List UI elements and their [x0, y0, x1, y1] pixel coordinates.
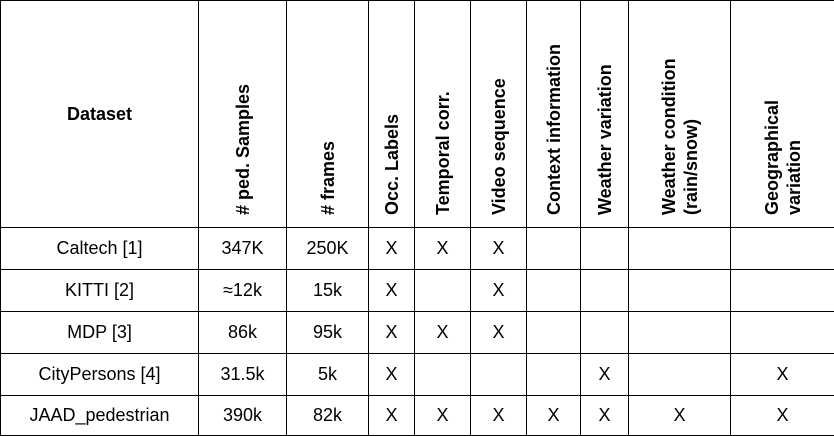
cell-occ-labels: X [368, 353, 415, 396]
cell-temporal-corr [414, 353, 471, 396]
cell-context-information [526, 269, 581, 312]
table-row: KITTI [2] ≈12k 15k X X [0, 269, 834, 312]
cell-ped-samples: 390k [198, 395, 287, 436]
cell-weather-variation [580, 269, 629, 312]
header-geographical-variation: Geographical variation [730, 0, 834, 228]
cell-dataset: Caltech [1] [0, 227, 199, 270]
cell-ped-samples: ≈12k [198, 269, 287, 312]
cell-weather-condition [628, 311, 731, 354]
cell-frames: 95k [286, 311, 369, 354]
cell-weather-condition [628, 269, 731, 312]
cell-weather-condition [628, 353, 731, 396]
header-context-information: Context information [526, 0, 581, 228]
header-frames: # frames [286, 0, 369, 228]
header-dataset: Dataset [0, 0, 199, 228]
header-row: Dataset # ped. Samples # frames Occ. Lab… [0, 0, 834, 228]
cell-frames: 5k [286, 353, 369, 396]
cell-frames: 82k [286, 395, 369, 436]
cell-video-sequence: X [470, 395, 527, 436]
cell-temporal-corr [414, 269, 471, 312]
header-weather-condition-line2: (rain/snow) [680, 118, 701, 215]
cell-geographical-variation: X [730, 353, 834, 396]
cell-dataset: KITTI [2] [0, 269, 199, 312]
cell-context-information [526, 353, 581, 396]
header-weather-condition-line1: Weather condition [658, 58, 679, 215]
header-geographical-line1: Geographical [761, 99, 782, 215]
cell-weather-variation [580, 227, 629, 270]
table-row: MDP [3] 86k 95k X X X [0, 311, 834, 354]
cell-context-information [526, 311, 581, 354]
cell-temporal-corr: X [414, 311, 471, 354]
cell-weather-variation: X [580, 395, 629, 436]
header-weather-condition: Weather condition (rain/snow) [628, 0, 731, 228]
header-temporal-corr: Temporal corr. [414, 0, 471, 228]
cell-ped-samples: 347K [198, 227, 287, 270]
cell-dataset: MDP [3] [0, 311, 199, 354]
cell-weather-variation: X [580, 353, 629, 396]
cell-temporal-corr: X [414, 227, 471, 270]
cell-frames: 15k [286, 269, 369, 312]
cell-geographical-variation [730, 311, 834, 354]
cell-weather-condition [628, 227, 731, 270]
cell-occ-labels: X [368, 227, 415, 270]
cell-context-information [526, 227, 581, 270]
cell-video-sequence: X [470, 311, 527, 354]
cell-ped-samples: 31.5k [198, 353, 287, 396]
table-row: CityPersons [4] 31.5k 5k X X X [0, 353, 834, 396]
cell-temporal-corr: X [414, 395, 471, 436]
table-row: Caltech [1] 347K 250K X X X [0, 227, 834, 270]
header-weather-variation: Weather variation [580, 0, 629, 228]
cell-video-sequence: X [470, 227, 527, 270]
cell-geographical-variation [730, 227, 834, 270]
cell-ped-samples: 86k [198, 311, 287, 354]
table-row: JAAD_pedestrian 390k 82k X X X X X X X [0, 395, 834, 436]
header-video-sequence: Video sequence [470, 0, 527, 228]
cell-weather-variation [580, 311, 629, 354]
header-occ-labels: Occ. Labels [368, 0, 415, 228]
header-ped-samples: # ped. Samples [198, 0, 287, 228]
cell-geographical-variation [730, 269, 834, 312]
cell-dataset: CityPersons [4] [0, 353, 199, 396]
cell-occ-labels: X [368, 311, 415, 354]
cell-occ-labels: X [368, 269, 415, 312]
cell-frames: 250K [286, 227, 369, 270]
cell-weather-condition: X [628, 395, 731, 436]
header-geographical-line2: variation [783, 139, 804, 215]
cell-video-sequence: X [470, 269, 527, 312]
cell-occ-labels: X [368, 395, 415, 436]
cell-video-sequence [470, 353, 527, 396]
cell-dataset: JAAD_pedestrian [0, 395, 199, 436]
cell-context-information: X [526, 395, 581, 436]
cell-geographical-variation: X [730, 395, 834, 436]
